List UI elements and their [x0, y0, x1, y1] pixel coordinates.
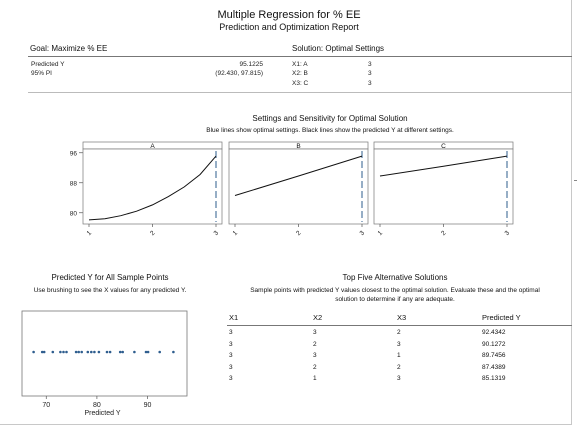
- predicted-y-value: 95.1225: [239, 61, 264, 68]
- sensitivity-subtitle: Blue lines show optimal settings. Black …: [206, 127, 454, 134]
- table-cell: 3: [229, 375, 233, 382]
- table-cell: 87.4389: [482, 363, 506, 371]
- x-tick-label: 3: [213, 229, 221, 237]
- table-cell: 2: [313, 340, 317, 348]
- col-header-predicted-y: Predicted Y: [482, 313, 521, 322]
- scatter-point: [121, 350, 124, 354]
- table-cell: 3: [229, 352, 233, 359]
- table-cell: 89.7456: [482, 352, 506, 359]
- table-cell: 85.1319: [482, 375, 506, 382]
- x-tick-label: 3: [504, 229, 512, 237]
- setting-value-x2: 3: [368, 70, 372, 77]
- table-cell: 1: [313, 375, 317, 382]
- scatter-point: [90, 350, 93, 354]
- table-cell: 2: [313, 363, 317, 371]
- goal-label: Goal: Maximize % EE: [30, 44, 108, 53]
- panel-label-a: A: [150, 143, 155, 150]
- table-cell: 1: [397, 352, 401, 359]
- predicted-y-curve-b: [234, 155, 363, 196]
- table-cell: 3: [397, 375, 401, 382]
- scatter-point: [97, 350, 101, 354]
- alternatives-title: Top Five Alternative Solutions: [342, 273, 448, 282]
- table-cell: 3: [229, 329, 233, 336]
- x-tick-label: 1: [377, 229, 385, 237]
- setting-label-x2: X2: B: [292, 70, 308, 77]
- solution-label: Solution: Optimal Settings: [292, 44, 385, 53]
- scatter-point: [158, 350, 161, 354]
- table-cell: 2: [397, 329, 401, 336]
- x-tick-label: 90: [144, 402, 152, 409]
- table-cell: 3: [313, 329, 317, 336]
- scatter-point: [32, 350, 35, 354]
- scatter-point: [80, 350, 83, 354]
- scatter-point: [59, 350, 62, 354]
- sensitivity-chart: 80 88 96 A 1 2 3 B 1 2 3 C 1 2 3: [70, 141, 514, 237]
- x-tick-label: 2: [295, 229, 303, 237]
- scatter-point: [74, 350, 78, 354]
- scatter-title: Predicted Y for All Sample Points: [51, 273, 169, 282]
- panel-label-c: C: [441, 143, 446, 150]
- alternatives-subtitle: Sample points with predicted Y values cl…: [250, 287, 540, 303]
- scatter-chart: 70 80 90 Predicted Y: [21, 310, 188, 417]
- scatter-point: [77, 350, 80, 354]
- scatter-point: [42, 350, 46, 354]
- scatter-point: [65, 350, 68, 354]
- scatter-point: [133, 350, 136, 354]
- table-cell: 92.4342: [482, 329, 506, 336]
- scatter-point: [146, 350, 150, 354]
- scatter-point: [172, 350, 175, 354]
- report-subtitle: Prediction and Optimization Report: [219, 22, 359, 32]
- x-tick-label: 3: [359, 229, 367, 237]
- table-cell: 2: [397, 363, 401, 371]
- panel-label-b: B: [296, 143, 300, 150]
- scatter-point: [144, 350, 148, 354]
- col-header-x1: X1: [229, 313, 239, 322]
- scatter-point: [62, 350, 65, 354]
- x-tick-label: 1: [232, 229, 240, 237]
- y-tick-label: 80: [70, 210, 78, 217]
- scatter-point: [108, 350, 112, 354]
- col-header-x3: X3: [397, 313, 407, 322]
- panel-frame: [373, 148, 514, 225]
- scatter-point: [105, 350, 109, 354]
- table-cell: 3: [229, 363, 233, 371]
- setting-label-x3: X3: C: [292, 80, 309, 87]
- y-tick-label: 88: [70, 180, 78, 187]
- y-tick-label: 96: [70, 150, 78, 157]
- scatter-point: [51, 350, 55, 354]
- predicted-y-curve-c: [379, 155, 508, 177]
- setting-label-x1: X1: A: [292, 61, 308, 68]
- report-title: Multiple Regression for % EE: [217, 9, 361, 21]
- scatter-point: [118, 350, 122, 354]
- scatter-subtitle: Use brushing to see the X values for any…: [33, 287, 187, 294]
- scatter-point: [86, 350, 90, 354]
- pi-value: (92.430, 97.815): [215, 70, 263, 77]
- header-rule: [28, 56, 572, 57]
- scatter-frame: [21, 310, 188, 397]
- table-cell: 90.1272: [482, 340, 506, 348]
- scatter-x-axis-label: Predicted Y: [84, 410, 120, 417]
- section-rule: [28, 92, 572, 93]
- sensitivity-title: Settings and Sensitivity for Optimal Sol…: [252, 114, 408, 123]
- scroll-marker: [574, 180, 577, 181]
- table-cell: 3: [313, 352, 317, 359]
- pi-label: 95% PI: [31, 70, 52, 77]
- predicted-y-curve-a: [88, 155, 217, 221]
- x-tick-label: 70: [42, 402, 50, 409]
- table-rule: [227, 325, 572, 326]
- scatter-point: [40, 350, 44, 354]
- x-tick-label: 80: [93, 402, 101, 409]
- x-tick-label: 2: [440, 229, 448, 237]
- x-tick-label: 2: [149, 229, 157, 237]
- scatter-point: [93, 350, 96, 354]
- table-cell: 3: [229, 340, 233, 348]
- setting-value-x1: 3: [368, 61, 372, 68]
- x-tick-label: 1: [86, 229, 94, 237]
- setting-value-x3: 3: [368, 80, 372, 87]
- col-header-x2: X2: [313, 313, 323, 322]
- predicted-y-label: Predicted Y: [31, 61, 65, 68]
- table-cell: 3: [397, 340, 401, 348]
- panel-frame: [82, 148, 223, 225]
